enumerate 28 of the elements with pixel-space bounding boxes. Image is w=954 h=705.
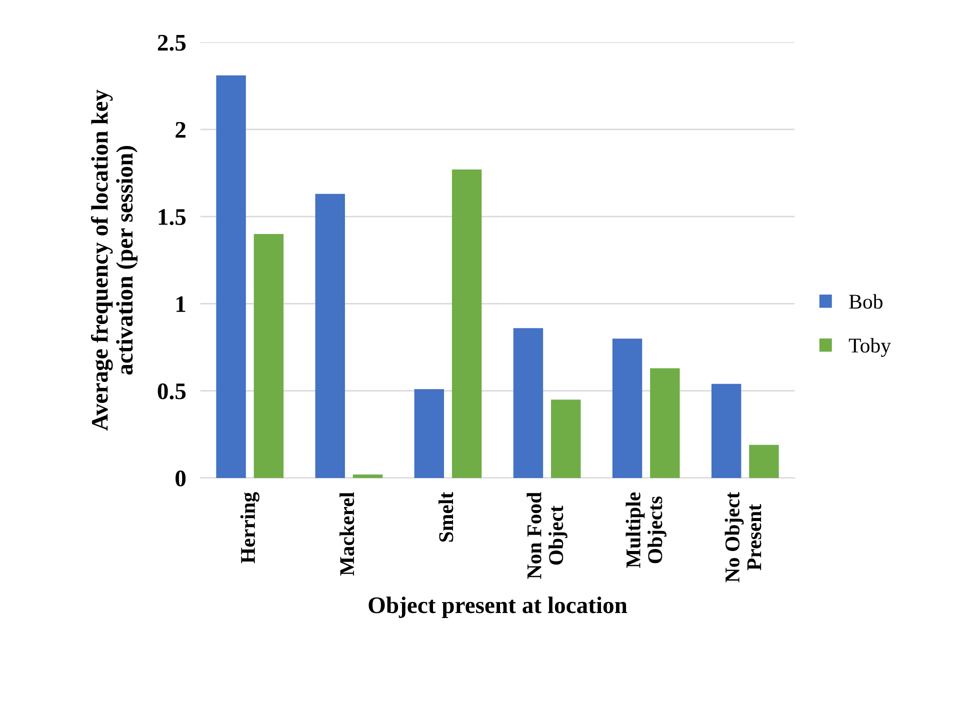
y-tick-label: 1 [176,296,186,312]
bar [414,389,444,478]
x-tick-label: Herring [240,492,260,564]
x-tick-label: Mackerel [339,492,354,576]
bar [749,444,779,478]
bar [315,194,345,478]
y-tick-label: 1.5 [158,209,186,226]
y-tick-label: 0 [176,470,186,486]
x-axis-title: Object present at location [368,596,628,618]
legend-label: Toby [848,338,891,357]
bar [513,328,544,478]
y-tick-label: 0.5 [158,383,186,400]
bar [216,75,246,478]
x-tick-label: Smelt [438,492,454,542]
bar [352,474,383,478]
bar [650,368,680,478]
bar [711,384,742,478]
bar [612,338,642,478]
bar [551,400,581,478]
x-tick-label: No Object Present [724,492,762,582]
x-tick-label: Non Food Object [526,492,568,579]
y-tick-label: 2 [176,122,186,138]
bar [452,170,482,478]
legend-label: Bob [849,294,882,309]
y-tick-label: 2.5 [158,34,186,51]
x-tick-label: Multiple Objects [626,492,666,568]
bar [254,234,284,478]
y-axis-title: Average frequency of location key activation (per session) [90,90,138,431]
